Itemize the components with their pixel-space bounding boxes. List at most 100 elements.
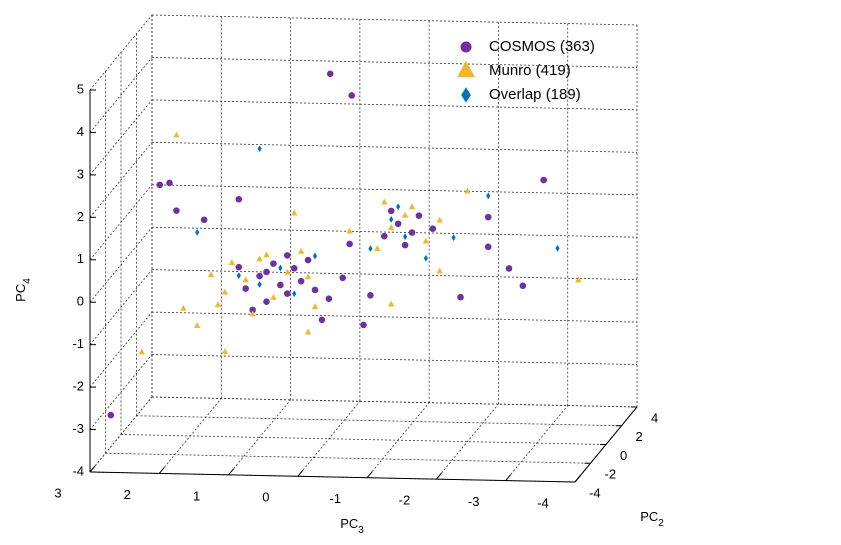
z-tick-label: 3	[77, 166, 84, 181]
point	[388, 224, 395, 231]
point	[367, 292, 374, 299]
point	[540, 176, 547, 184]
point	[348, 92, 356, 99]
point	[436, 216, 443, 223]
point	[235, 195, 243, 203]
grid-line	[151, 141, 638, 153]
point	[156, 181, 164, 189]
point	[207, 271, 215, 278]
point	[408, 229, 416, 236]
y-tick-label: 4	[651, 410, 658, 425]
grid	[89, 14, 638, 483]
point	[422, 237, 430, 244]
y-tick-label: -4	[589, 485, 601, 500]
z-tick-label: -3	[72, 421, 84, 436]
point	[270, 293, 277, 300]
grid-line	[151, 354, 638, 365]
legend-label: Munro (419)	[489, 62, 571, 79]
x-axis-label-text: PC	[340, 516, 358, 531]
legend: COSMOS (363) Munro (419) Overlap (189)	[457, 38, 595, 103]
z-tick-label: 0	[77, 294, 84, 309]
point	[270, 260, 277, 267]
point	[195, 228, 200, 236]
point	[283, 252, 291, 259]
grid-line	[89, 354, 153, 430]
x-tick	[436, 472, 442, 480]
x-axis-line	[89, 471, 576, 483]
point	[257, 145, 262, 153]
point	[304, 328, 312, 335]
x-tick-label: -2	[399, 493, 411, 508]
x-tick-label: -4	[537, 495, 549, 510]
grid-line	[436, 403, 499, 480]
legend-marker	[457, 60, 475, 78]
x-tick	[89, 465, 96, 473]
point	[284, 268, 291, 275]
x-tick-label: 3	[54, 485, 61, 500]
point	[389, 215, 394, 223]
z-axis-label-text: PC	[13, 284, 28, 302]
x-tick	[297, 469, 304, 477]
point	[505, 265, 513, 272]
point	[173, 131, 180, 138]
point	[263, 298, 270, 305]
z-tick-label: 1	[77, 251, 84, 266]
point	[484, 243, 492, 251]
grid-line	[89, 99, 153, 176]
point	[401, 211, 409, 218]
point	[311, 286, 319, 294]
grid-line	[105, 452, 591, 464]
grid-line	[151, 269, 638, 281]
grid-line	[89, 226, 153, 303]
point	[304, 273, 312, 280]
point	[346, 227, 353, 234]
x-tick-label: 2	[124, 487, 131, 502]
point	[402, 233, 408, 241]
x-tick	[505, 474, 512, 481]
legend-label: Overlap (189)	[489, 86, 581, 103]
point	[486, 192, 491, 200]
grid-line	[505, 405, 569, 481]
y-tick-label: 0	[620, 448, 627, 463]
point	[368, 245, 373, 253]
grid-line	[89, 396, 153, 473]
x-tick-label: 0	[262, 490, 269, 505]
point	[249, 306, 256, 314]
grid-line	[151, 99, 638, 111]
point	[200, 216, 208, 224]
point	[291, 209, 298, 216]
point	[166, 179, 173, 187]
point	[278, 264, 283, 272]
point	[173, 207, 180, 214]
y-tick-label: -2	[605, 467, 617, 482]
legend-label: COSMOS (363)	[489, 38, 595, 55]
point	[484, 213, 492, 221]
grid-line	[151, 396, 638, 408]
point	[249, 310, 256, 317]
point	[396, 203, 401, 211]
point	[263, 268, 270, 276]
point	[519, 282, 527, 290]
grid-line	[151, 226, 638, 238]
point	[360, 321, 367, 329]
grid-line	[89, 14, 153, 91]
point	[387, 207, 395, 215]
point	[464, 187, 471, 194]
x-tick	[574, 475, 581, 483]
point	[451, 234, 456, 242]
grid-line	[89, 57, 153, 133]
point	[374, 245, 381, 252]
z-axis-label-sub: 4	[22, 278, 33, 284]
point	[318, 316, 326, 324]
point	[180, 304, 187, 311]
point	[436, 267, 443, 274]
grid-line	[228, 399, 291, 476]
y-axis-label: PC2	[640, 509, 664, 528]
point	[380, 232, 388, 240]
legend-marker	[461, 87, 471, 103]
point	[221, 348, 229, 354]
y-tick-label: 2	[636, 429, 643, 444]
x-tick	[158, 467, 165, 474]
